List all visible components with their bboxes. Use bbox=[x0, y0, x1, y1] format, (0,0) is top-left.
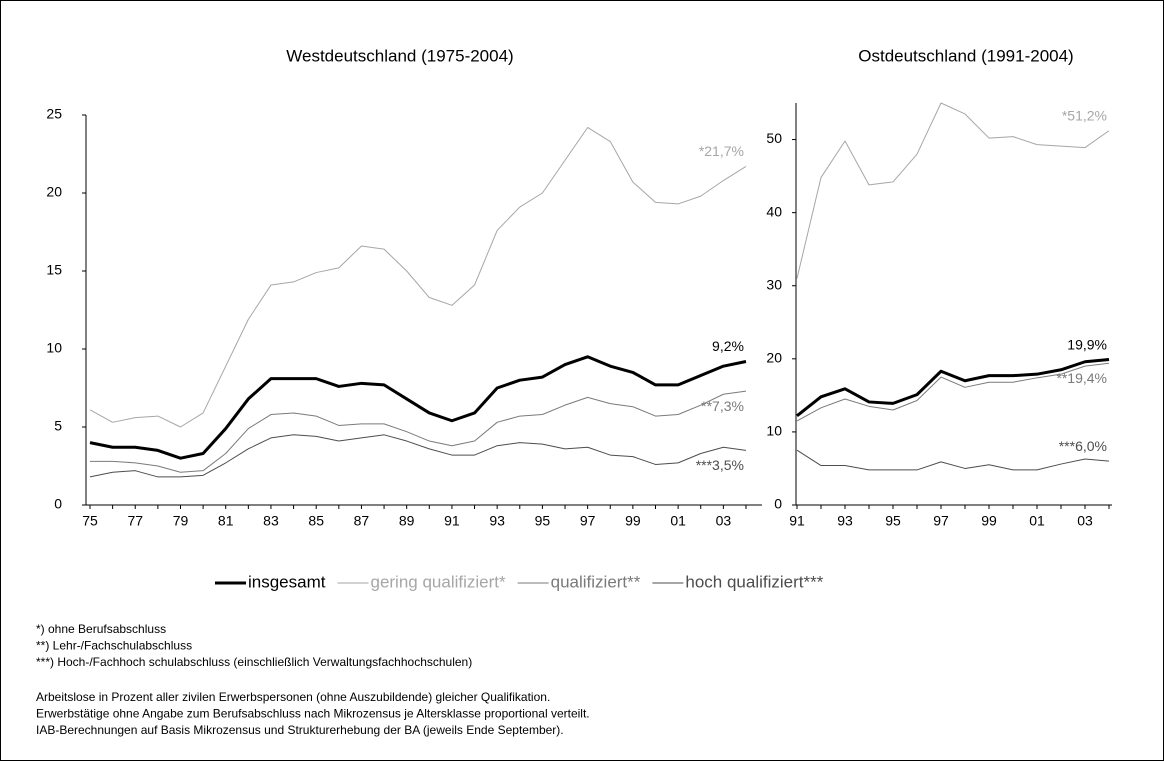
x-tick-label: 91 bbox=[789, 513, 805, 529]
series-line bbox=[90, 390, 747, 473]
x-tick-label: 99 bbox=[981, 513, 997, 529]
series-line bbox=[796, 102, 1110, 279]
x-tick-label: 03 bbox=[1077, 513, 1093, 529]
x-tick-label: 79 bbox=[173, 513, 189, 529]
value-label: ***6,0% bbox=[1059, 438, 1107, 454]
y-tick-label: 50 bbox=[766, 130, 782, 146]
x-tick-label: 01 bbox=[1029, 513, 1045, 529]
y-tick-label: 40 bbox=[766, 203, 782, 219]
x-tick-label: 83 bbox=[263, 513, 279, 529]
x-tick-label: 85 bbox=[308, 513, 324, 529]
x-tick-label: 99 bbox=[625, 513, 641, 529]
footnote: **) Lehr-/Fachschulabschluss bbox=[36, 639, 192, 653]
y-tick-label: 10 bbox=[46, 340, 62, 356]
footnote: *) ohne Berufsabschluss bbox=[36, 622, 166, 636]
y-tick-label: 20 bbox=[766, 350, 782, 366]
x-tick-label: 97 bbox=[933, 513, 949, 529]
x-tick-label: 75 bbox=[82, 513, 98, 529]
series-line bbox=[796, 358, 1110, 418]
series-line bbox=[796, 362, 1110, 422]
series-line bbox=[89, 126, 747, 428]
series-line bbox=[89, 355, 747, 460]
x-tick-label: 95 bbox=[885, 513, 901, 529]
value-label: ***3,5% bbox=[696, 457, 744, 473]
y-tick-label: 20 bbox=[46, 184, 62, 200]
source-note: Erwerbstätige ohne Angabe zum Berufsabsc… bbox=[36, 707, 590, 721]
x-tick-label: 03 bbox=[716, 513, 732, 529]
y-tick-label: 25 bbox=[46, 106, 62, 122]
x-tick-label: 91 bbox=[444, 513, 460, 529]
series-line bbox=[796, 449, 1110, 471]
value-label: **19,4% bbox=[1056, 370, 1107, 386]
series-line bbox=[89, 434, 747, 478]
legend-label: hoch qualifiziert*** bbox=[685, 572, 823, 591]
x-tick-label: 95 bbox=[535, 513, 551, 529]
x-tick-label: 93 bbox=[489, 513, 505, 529]
value-label: **7,3% bbox=[701, 398, 744, 414]
source-note: IAB-Berechnungen auf Basis Mikrozensus u… bbox=[36, 723, 564, 737]
value-label: *51,2% bbox=[1062, 107, 1107, 123]
legend-label: insgesamt bbox=[248, 572, 326, 591]
x-tick-label: 87 bbox=[354, 513, 370, 529]
x-tick-label: 81 bbox=[218, 513, 234, 529]
value-label: 19,9% bbox=[1067, 336, 1107, 352]
x-tick-label: 89 bbox=[399, 513, 415, 529]
legend-label: qualifiziert** bbox=[551, 572, 641, 591]
y-tick-label: 30 bbox=[766, 276, 782, 292]
value-label: 9,2% bbox=[712, 338, 744, 354]
y-tick-label: 10 bbox=[766, 423, 782, 439]
footnote: ***) Hoch-/Fachhoch schulabschluss (eins… bbox=[36, 655, 472, 669]
x-tick-label: 77 bbox=[127, 513, 143, 529]
y-tick-label: 0 bbox=[54, 496, 62, 512]
source-note: Arbeitslose in Prozent aller zivilen Erw… bbox=[36, 690, 550, 704]
y-tick-label: 5 bbox=[54, 418, 62, 434]
x-tick-label: 93 bbox=[837, 513, 853, 529]
legend-label: gering qualifiziert* bbox=[370, 572, 506, 591]
chart-title: Westdeutschland (1975-2004) bbox=[286, 46, 513, 65]
x-tick-label: 01 bbox=[670, 513, 686, 529]
chart-title: Ostdeutschland (1991-2004) bbox=[858, 46, 1073, 65]
value-label: *21,7% bbox=[699, 143, 744, 159]
x-tick-label: 97 bbox=[580, 513, 596, 529]
y-tick-label: 15 bbox=[46, 262, 62, 278]
y-tick-label: 0 bbox=[774, 496, 782, 512]
